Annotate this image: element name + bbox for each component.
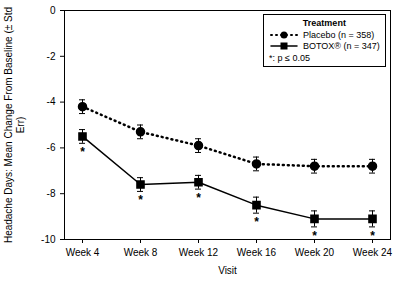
html-text:BOTOX® (n = 347): BOTOX® (n = 347) (303, 41, 380, 51)
svg-text:*: * (196, 191, 201, 205)
html-text:Placebo (n = 358): Placebo (n = 358) (303, 30, 375, 40)
svg-text:Week 4: Week 4 (66, 247, 100, 258)
svg-text:-2: -2 (47, 51, 56, 62)
html-text:Treatment: Treatment (302, 18, 346, 28)
svg-text:0: 0 (50, 5, 56, 16)
svg-text:*: * (254, 215, 259, 229)
svg-text:Week 16: Week 16 (237, 247, 277, 258)
svg-text:*: * (370, 229, 375, 243)
svg-text:-10: -10 (41, 234, 56, 245)
svg-text:*: * (80, 145, 85, 159)
html-text:Headache Days: Mean Change Fro: Headache Days: Mean Change From Baseline… (2, 6, 25, 243)
svg-text:*: * (312, 229, 317, 243)
svg-text:Week 20: Week 20 (295, 247, 335, 258)
html-text:*: p ≤ 0.05: *: p ≤ 0.05 (269, 53, 310, 63)
svg-text:-6: -6 (47, 142, 56, 153)
svg-text:Week 8: Week 8 (124, 247, 158, 258)
svg-text:*: * (138, 193, 143, 207)
svg-text:Week 24: Week 24 (353, 247, 393, 258)
svg-text:Visit: Visit (218, 265, 237, 276)
svg-text:-8: -8 (47, 188, 56, 199)
svg-text:-4: -4 (47, 96, 56, 107)
svg-text:Week 12: Week 12 (179, 247, 219, 258)
